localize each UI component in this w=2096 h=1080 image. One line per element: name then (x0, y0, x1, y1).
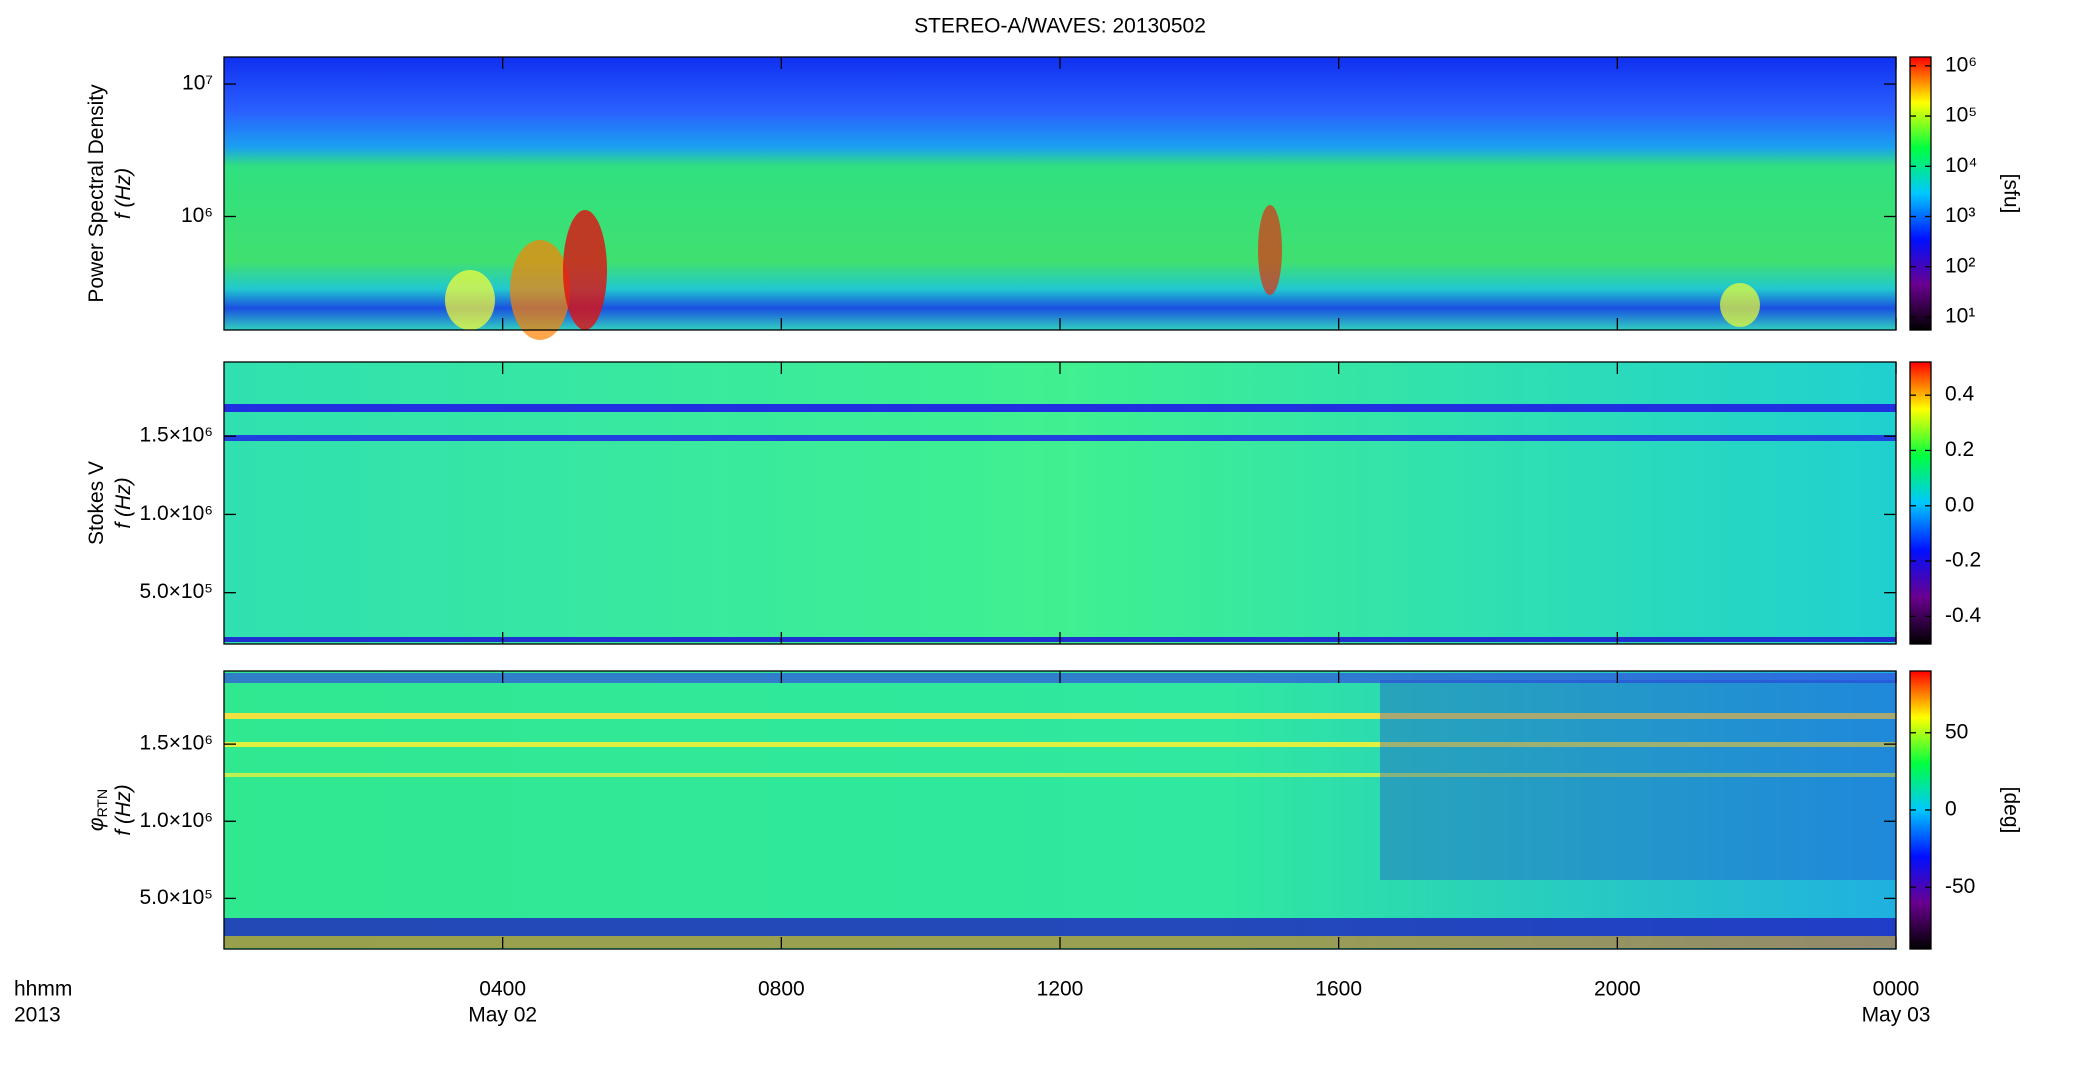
y-axis-label-text: Stokes V (85, 461, 108, 545)
y-axis-label-text: f (Hz) (112, 784, 135, 835)
colorbar (1909, 56, 1932, 331)
colorbar-tick-label: -0.4 (1945, 604, 1982, 627)
y-tick-label: 5.0×10⁵ (139, 580, 213, 603)
colorbar-tick-label: 10⁵ (1945, 104, 1977, 127)
y-axis-label-text: Power Spectral Density (85, 84, 108, 303)
y-axis-label: Power Spectral Density (85, 84, 108, 303)
y-tick-label: 5.0×10⁵ (139, 886, 213, 909)
y-tick-label: 1.0×10⁶ (140, 502, 213, 525)
x-tick-label: 0800 (758, 978, 805, 1001)
y-axis-label: f (Hz) (112, 168, 135, 219)
y-axis-label: Stokes V (85, 461, 108, 545)
x-tick-label: 0000 (1873, 978, 1920, 1001)
colorbar-tick-label: -0.2 (1945, 549, 1981, 572)
colorbar-tick-label: 10⁶ (1945, 53, 1977, 76)
colorbar-tick-label: -50 (1945, 875, 1975, 898)
y-tick-label: 1.0×10⁶ (140, 809, 213, 832)
chart-title: STEREO-A/WAVES: 20130502 (914, 15, 1206, 38)
colorbar-tick-label: 10² (1945, 254, 1975, 277)
y-axis-label: f (Hz) (112, 784, 135, 835)
x-date-label: May 02 (468, 1004, 537, 1027)
y-axis-label: φRTN (85, 789, 110, 831)
colorbar-tick-label: 0.2 (1945, 438, 1974, 461)
colorbar-tick-label: 10³ (1945, 204, 1975, 227)
y-tick-label: 1.5×10⁶ (140, 732, 213, 755)
x-axis-label: 2013 (14, 1004, 61, 1027)
colorbar-tick-label: 0.4 (1945, 383, 1975, 406)
x-axis-label: hhmm (14, 978, 72, 1001)
y-axis-label-text: φ (85, 817, 108, 831)
x-tick-label: 1600 (1315, 978, 1362, 1001)
y-axis-label: f (Hz) (112, 477, 135, 528)
colorbar-label: [deg] (1999, 787, 2022, 834)
y-tick-label: 1.5×10⁶ (140, 424, 213, 447)
x-tick-label: 2000 (1594, 978, 1641, 1001)
y-axis-label-text: f (Hz) (112, 477, 135, 528)
y-tick-label: 10⁶ (181, 204, 213, 227)
colorbar-tick-label: 10⁴ (1945, 154, 1977, 177)
y-axis-label-text: f (Hz) (112, 168, 135, 219)
x-tick-label: 1200 (1037, 978, 1084, 1001)
colorbar (1909, 361, 1932, 645)
spectrogram-texture (224, 57, 1896, 949)
y-axis-label-subscript: RTN (94, 789, 110, 818)
colorbar-label: [sfu] (1999, 174, 2022, 214)
colorbar-tick-label: 0 (1945, 798, 1957, 821)
y-tick-label: 10⁷ (182, 72, 213, 95)
x-tick-label: 0400 (479, 978, 526, 1001)
colorbar-tick-label: 10¹ (1945, 305, 1975, 328)
x-date-label: May 03 (1862, 1004, 1931, 1027)
colorbar-tick-label: 0.0 (1945, 493, 1974, 516)
colorbar-tick-label: 50 (1945, 720, 1968, 743)
